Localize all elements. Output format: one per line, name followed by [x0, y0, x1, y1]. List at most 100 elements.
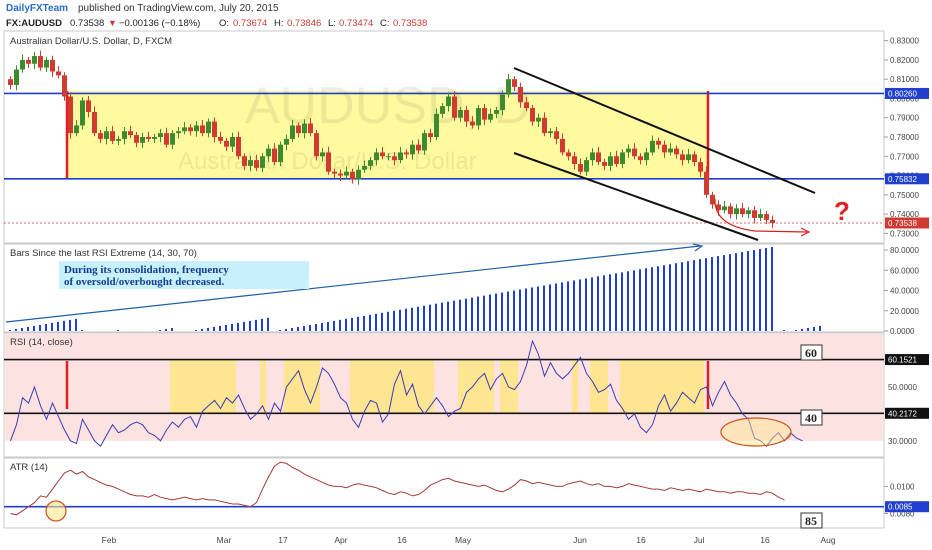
candle-body [446, 96, 451, 107]
rsi-extreme-bar [609, 274, 611, 331]
candle-body [404, 152, 409, 155]
candle-body [86, 100, 91, 112]
candle-body [536, 117, 541, 122]
candle-body [668, 148, 673, 153]
price-tick-label: 0.82000 [890, 56, 919, 65]
rsi-extreme-bar [519, 289, 521, 331]
time-tick-label: 17 [278, 535, 288, 545]
candle-body [392, 156, 397, 161]
high-label: H: [274, 18, 284, 29]
rsi-extreme-bar [39, 324, 41, 331]
rsi-extreme-bar [495, 293, 497, 331]
rsi-extreme-bar [195, 329, 197, 331]
candle-body [704, 171, 709, 195]
candle-body [458, 110, 463, 118]
rsi-extreme-bar [723, 255, 725, 331]
rsi-tick-tag [885, 407, 929, 419]
candle-body [428, 133, 433, 137]
candle-body [266, 148, 271, 157]
candle-body [116, 138, 121, 141]
rsi-extreme-bar [201, 328, 203, 331]
candle-body [152, 137, 157, 139]
rsi-extreme-bar [369, 314, 371, 331]
publisher-name[interactable]: DailyFXTeam [6, 3, 68, 14]
candle-body [578, 163, 583, 172]
rsi-pane [3, 332, 885, 458]
candle-body [422, 133, 427, 151]
candle-body [62, 75, 67, 97]
upper-channel-line[interactable] [513, 67, 816, 194]
price-pane-content: AUDUSD, D Australian Dollar/U.S. Dollar … [4, 36, 929, 241]
rsi-extreme-bar [45, 323, 47, 331]
rsi-extreme-bar [345, 318, 347, 331]
candle-body [128, 131, 133, 136]
candle-body [632, 148, 637, 157]
rsi-extreme-bar [783, 329, 785, 331]
rsi-extreme-bar [675, 263, 677, 331]
rsi-extreme-bar [741, 252, 743, 331]
rsi-extreme-bar [627, 271, 629, 331]
candle-body [518, 86, 523, 103]
lower-channel-line[interactable] [513, 152, 759, 241]
candle-body [242, 156, 247, 166]
atr-title: ATR (14) [10, 462, 48, 473]
candle-body [38, 56, 43, 68]
rsi-extreme-bar [747, 251, 749, 331]
candle-body [326, 152, 331, 172]
rsi-extreme-bar [543, 285, 545, 331]
time-tick-label: Aug [820, 535, 835, 545]
candle-body [410, 144, 415, 155]
rsi-extreme-bar [753, 250, 755, 331]
candle-body [302, 123, 307, 134]
rsi-extreme-bar [57, 321, 59, 331]
rsi-extreme-bar [363, 315, 365, 331]
annotation-line-2: of oversold/overbought decreased. [64, 276, 224, 288]
rsi-level-40: 40 [805, 411, 817, 425]
rsi-extreme-bar [15, 328, 17, 331]
candle-body [512, 79, 517, 87]
rsi-extreme-bar [339, 319, 341, 331]
candle-body [548, 131, 553, 134]
candle-body [338, 173, 343, 176]
rsi-extreme-bar [711, 257, 713, 331]
support-tag: 0.75832 [885, 173, 929, 185]
rsi-extreme-bar [645, 268, 647, 331]
rsi-extreme-bar [255, 319, 257, 331]
rsi-extreme-bar [603, 275, 605, 331]
candle-body [506, 79, 511, 95]
candle-body [104, 131, 109, 139]
candle-body [398, 152, 403, 161]
candlestick-series [8, 50, 775, 229]
rsi-content: RSI (14, close) 60 40 60.1521 50.0000 40.2… [4, 334, 929, 447]
candle-body [590, 152, 595, 161]
atr-level-85: 85 [805, 514, 817, 528]
candle-body [14, 69, 19, 85]
rsi-level-60: 60 [805, 346, 817, 360]
candle-body [68, 96, 73, 134]
candle-body [26, 59, 31, 64]
time-tick-label: 16 [397, 535, 407, 545]
rsi-highlight-zone [350, 359, 434, 414]
rsi-extreme-bar [693, 260, 695, 331]
down-triangle-icon: ▼ [108, 18, 117, 28]
close-value: 0.73538 [393, 18, 427, 29]
candle-body [452, 96, 457, 118]
price-tick-label: 0.83000 [890, 37, 919, 46]
rsi-band [5, 334, 883, 441]
candle-body [320, 152, 325, 157]
rsi-extreme-bar [381, 312, 383, 331]
last-price: 0.73538 [70, 18, 104, 29]
rsi-extreme-bar [507, 291, 509, 331]
rsi-extreme-bar [579, 279, 581, 331]
candle-body [332, 171, 337, 174]
candle-body [470, 121, 475, 126]
candle-body [368, 160, 373, 166]
rsi-extreme-bar [771, 247, 773, 331]
rsi-extreme-bar [441, 302, 443, 331]
candle-body [716, 204, 721, 211]
rsi-extreme-content: Bars Since the last RSI Extreme (14, 30,… [5, 243, 919, 336]
rsi-extreme-bar [669, 264, 671, 331]
rsi-extreme-bar [357, 316, 359, 331]
price-change: −0.00136 (−0.18%) [119, 18, 200, 29]
